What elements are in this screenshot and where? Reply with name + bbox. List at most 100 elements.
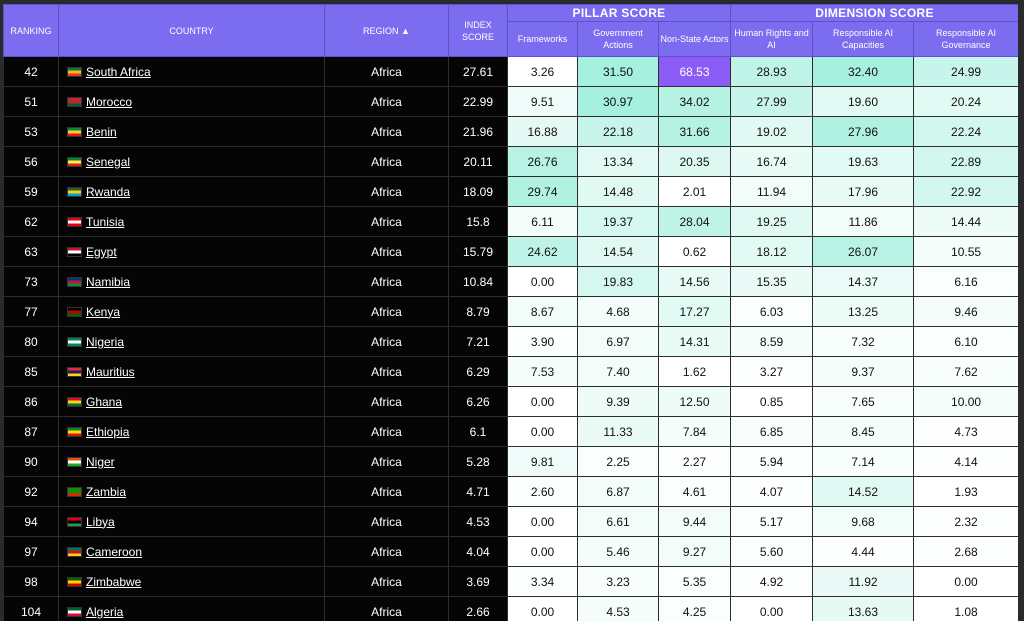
human-rights-cell: 6.85 — [730, 416, 814, 447]
flag-icon — [67, 426, 82, 437]
region-cell: Africa — [324, 416, 449, 447]
header-human-rights[interactable]: Human Rights and AI — [730, 21, 814, 57]
country-cell: South Africa — [58, 56, 325, 87]
country-link[interactable]: Zambia — [86, 484, 127, 499]
header-responsible-capacities[interactable]: Responsible AI Capacities — [812, 21, 915, 57]
table-row: 80 Nigeria Africa 7.21 3.90 6.97 14.31 8.59 7.32… — [3, 326, 1018, 357]
country-link[interactable]: Ghana — [86, 394, 123, 409]
country-link[interactable]: Zimbabwe — [86, 574, 142, 589]
responsible-governance-cell: 10.00 — [913, 386, 1018, 417]
flag-icon — [67, 306, 82, 317]
responsible-governance-cell: 20.24 — [913, 86, 1018, 117]
government-actions-cell: 13.34 — [577, 146, 659, 177]
country-cell: Senegal — [58, 146, 325, 177]
responsible-governance-cell: 10.55 — [913, 236, 1018, 267]
header-responsible-governance[interactable]: Responsible AI Governance — [913, 21, 1018, 57]
frameworks-cell: 29.74 — [507, 176, 578, 207]
responsible-governance-cell: 22.89 — [913, 146, 1018, 177]
header-government-actions[interactable]: Government Actions — [577, 21, 659, 57]
region-cell: Africa — [324, 566, 449, 597]
region-cell: Africa — [324, 146, 449, 177]
country-link[interactable]: Mauritius — [86, 364, 135, 379]
responsible-capacities-cell: 17.96 — [812, 176, 915, 207]
flag-icon — [67, 66, 82, 77]
human-rights-cell: 5.17 — [730, 506, 814, 537]
header-index-score[interactable]: INDEX SCORE — [448, 4, 508, 57]
rank-cell: 80 — [3, 326, 59, 357]
region-cell: Africa — [324, 86, 449, 117]
non-state-actors-cell: 14.31 — [657, 326, 732, 357]
frameworks-cell: 9.81 — [507, 446, 578, 477]
responsible-governance-cell: 14.44 — [913, 206, 1018, 237]
non-state-actors-cell: 17.27 — [657, 296, 732, 327]
country-link[interactable]: South Africa — [86, 64, 151, 79]
header-frameworks[interactable]: Frameworks — [507, 21, 578, 57]
human-rights-cell: 4.07 — [730, 476, 814, 507]
responsible-governance-cell: 24.99 — [913, 56, 1018, 87]
human-rights-cell: 3.27 — [730, 356, 814, 387]
non-state-actors-cell: 14.56 — [657, 266, 732, 297]
table-row: 53 Benin Africa 21.96 16.88 22.18 31.66 19.02 27… — [3, 116, 1018, 147]
ranking-table-container: RANKING COUNTRY REGION ▲ INDEX SCORE PIL… — [3, 4, 1018, 621]
non-state-actors-cell: 4.25 — [657, 596, 732, 621]
non-state-actors-cell: 12.50 — [657, 386, 732, 417]
human-rights-cell: 4.92 — [730, 566, 814, 597]
responsible-governance-cell: 1.08 — [913, 596, 1018, 621]
country-link[interactable]: Tunisia — [86, 214, 125, 229]
region-cell: Africa — [324, 356, 449, 387]
non-state-actors-cell: 34.02 — [657, 86, 732, 117]
table-row: 90 Niger Africa 5.28 9.81 2.25 2.27 5.94 7.14 4.1… — [3, 446, 1018, 477]
human-rights-cell: 5.60 — [730, 536, 814, 567]
index-score-cell: 4.53 — [448, 506, 508, 537]
non-state-actors-cell: 2.27 — [657, 446, 732, 477]
frameworks-cell: 9.51 — [507, 86, 578, 117]
human-rights-cell: 0.85 — [730, 386, 814, 417]
index-score-cell: 20.11 — [448, 146, 508, 177]
responsible-capacities-cell: 14.37 — [812, 266, 915, 297]
header-ranking[interactable]: RANKING — [3, 4, 59, 57]
country-link[interactable]: Algeria — [86, 604, 124, 619]
index-score-cell: 3.69 — [448, 566, 508, 597]
country-cell: Niger — [58, 446, 325, 477]
header-country[interactable]: COUNTRY — [58, 4, 325, 57]
country-link[interactable]: Ethiopia — [86, 424, 130, 439]
country-cell: Benin — [58, 116, 325, 147]
header-region-sort[interactable]: REGION ▲ — [324, 4, 449, 57]
responsible-capacities-cell: 7.32 — [812, 326, 915, 357]
country-link[interactable]: Morocco — [86, 94, 133, 109]
index-score-cell: 27.61 — [448, 56, 508, 87]
flag-icon — [67, 516, 82, 527]
region-cell: Africa — [324, 266, 449, 297]
country-link[interactable]: Kenya — [86, 304, 121, 319]
responsible-governance-cell: 4.14 — [913, 446, 1018, 477]
non-state-actors-cell: 0.62 — [657, 236, 732, 267]
government-actions-cell: 5.46 — [577, 536, 659, 567]
country-link[interactable]: Egypt — [86, 244, 117, 259]
country-cell: Mauritius — [58, 356, 325, 387]
header-non-state-actors[interactable]: Non-State Actors — [657, 21, 732, 57]
responsible-capacities-cell: 7.65 — [812, 386, 915, 417]
country-cell: Ghana — [58, 386, 325, 417]
frameworks-cell: 3.26 — [507, 56, 578, 87]
flag-icon — [67, 186, 82, 197]
government-actions-cell: 30.97 — [577, 86, 659, 117]
human-rights-cell: 15.35 — [730, 266, 814, 297]
government-actions-cell: 6.61 — [577, 506, 659, 537]
country-link[interactable]: Namibia — [86, 274, 131, 289]
country-link[interactable]: Libya — [86, 514, 115, 529]
responsible-governance-cell: 7.62 — [913, 356, 1018, 387]
responsible-capacities-cell: 13.63 — [812, 596, 915, 621]
country-link[interactable]: Benin — [86, 124, 117, 139]
country-link[interactable]: Senegal — [86, 154, 131, 169]
responsible-governance-cell: 9.46 — [913, 296, 1018, 327]
country-link[interactable]: Niger — [86, 454, 115, 469]
country-link[interactable]: Nigeria — [86, 334, 125, 349]
region-cell: Africa — [324, 536, 449, 567]
region-cell: Africa — [324, 446, 449, 477]
country-cell: Algeria — [58, 596, 325, 621]
government-actions-cell: 6.97 — [577, 326, 659, 357]
region-cell: Africa — [324, 506, 449, 537]
responsible-capacities-cell: 7.14 — [812, 446, 915, 477]
country-link[interactable]: Rwanda — [86, 184, 131, 199]
country-link[interactable]: Cameroon — [86, 544, 143, 559]
